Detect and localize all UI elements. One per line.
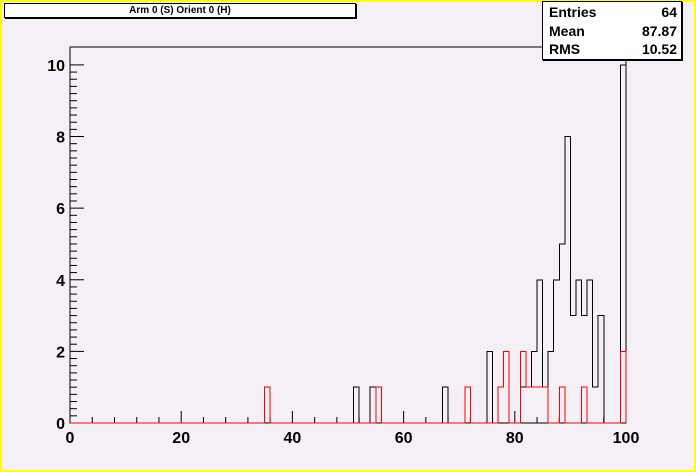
x-tick-label: 20 (172, 430, 190, 447)
x-tick-label: 0 (66, 430, 75, 447)
stats-label: Entries (549, 4, 597, 20)
x-tick-label: 80 (506, 430, 524, 447)
stats-box: Entries 64 Mean 87.87 RMS 10.52 (542, 1, 682, 60)
y-tick-label: 10 (47, 58, 65, 75)
histogram-series-black (70, 64, 627, 424)
y-tick-label: 4 (56, 273, 65, 290)
histogram-title: Arm 0 (S) Orient 0 (H) (4, 3, 356, 18)
series-group (70, 64, 627, 424)
x-tick-label: 40 (284, 430, 302, 447)
stats-row-mean: Mean 87.87 (549, 22, 677, 40)
y-tick-label: 0 (56, 416, 65, 433)
stats-row-rms: RMS 10.52 (549, 40, 677, 58)
stats-value: 10.52 (641, 41, 677, 57)
y-tick-label: 8 (56, 130, 65, 147)
tick-labels: 0 20 40 60 80 100 0 2 4 6 8 10 (47, 58, 639, 447)
stats-label: RMS (549, 41, 581, 57)
x-tick-label: 100 (613, 430, 640, 447)
stats-value: 64 (661, 4, 677, 20)
stats-label: Mean (549, 23, 585, 39)
y-tick-label: 6 (56, 201, 65, 218)
stats-value: 87.87 (641, 23, 677, 39)
stats-row-entries: Entries 64 (549, 3, 677, 21)
x-tick-label: 60 (395, 430, 413, 447)
y-tick-label: 2 (56, 344, 65, 361)
histogram-series-red (70, 350, 627, 424)
